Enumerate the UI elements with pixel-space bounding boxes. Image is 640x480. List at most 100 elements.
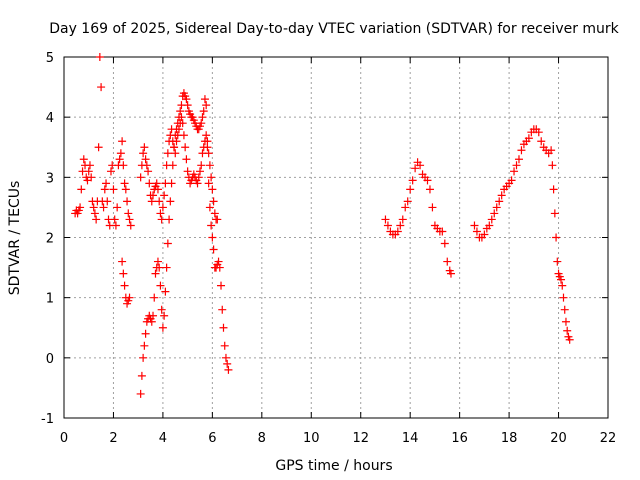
data-point [100, 185, 109, 194]
data-point [141, 329, 150, 338]
data-point [89, 203, 98, 212]
data-point [425, 185, 434, 194]
data-point [196, 167, 204, 176]
x-tick-label: 20 [550, 431, 567, 446]
data-point [181, 143, 190, 152]
data-point [162, 161, 171, 170]
data-point [139, 149, 148, 158]
y-tick-label: 0 [46, 352, 54, 367]
data-point [142, 161, 151, 170]
data-point [163, 149, 172, 158]
data-point [153, 185, 162, 194]
data-point [102, 179, 111, 188]
data-point [147, 317, 156, 326]
data-point [403, 197, 412, 206]
data-point [393, 227, 402, 236]
data-point [120, 179, 129, 188]
data-point [85, 161, 94, 170]
data-point [510, 167, 519, 176]
data-point [438, 227, 447, 236]
data-point [149, 191, 158, 200]
data-point [166, 131, 175, 140]
data-point [166, 197, 175, 206]
data-point [87, 173, 96, 182]
data-point [140, 341, 149, 350]
data-point [205, 161, 214, 170]
data-point [124, 209, 133, 218]
data-point [163, 239, 172, 248]
data-point [147, 197, 156, 206]
data-point [218, 305, 227, 314]
y-tick-label: 3 [46, 171, 54, 186]
data-point [109, 185, 118, 194]
data-point [137, 371, 146, 380]
data-point [165, 215, 174, 224]
data-point [197, 119, 206, 128]
data-point [214, 257, 223, 266]
data-point [110, 215, 119, 224]
data-point [145, 179, 154, 188]
grid-lines [64, 57, 608, 418]
data-point [446, 269, 455, 278]
data-point [120, 281, 129, 290]
data-point [158, 323, 167, 332]
data-point [170, 143, 179, 152]
data-point [202, 131, 211, 140]
data-point [125, 215, 134, 224]
data-point [152, 179, 161, 188]
data-point [534, 128, 543, 137]
data-point [153, 257, 162, 266]
data-point [416, 161, 425, 170]
data-point [171, 149, 180, 158]
axis-ticks [63, 56, 609, 419]
data-point [103, 197, 112, 206]
data-point [537, 137, 546, 146]
data-point [209, 245, 218, 254]
data-point [150, 293, 159, 302]
data-point [199, 107, 208, 116]
data-point [119, 161, 128, 170]
data-point [224, 365, 233, 374]
data-point [95, 53, 104, 61]
data-point [118, 257, 127, 266]
data-point [79, 155, 88, 164]
y-tick-label: -1 [41, 412, 54, 427]
data-point [126, 221, 135, 230]
data-point [140, 143, 149, 152]
data-point [517, 146, 526, 155]
data-point [220, 341, 229, 350]
data-point [97, 83, 106, 92]
data-point [215, 263, 224, 272]
data-point [179, 131, 188, 140]
data-point [550, 209, 559, 218]
y-axis-label: SDTVAR / TECUs [7, 181, 23, 296]
data-point [194, 173, 203, 182]
data-point [495, 197, 504, 206]
data-point [204, 179, 213, 188]
data-point [524, 134, 533, 143]
data-point [139, 353, 148, 362]
data-point [162, 263, 171, 272]
data-point [440, 239, 449, 248]
data-point [381, 215, 390, 224]
data-point [176, 107, 185, 116]
data-point [497, 191, 506, 200]
data-point [552, 233, 561, 242]
data-point [119, 269, 128, 278]
data-point [76, 203, 85, 212]
data-point [113, 203, 122, 212]
data-point [174, 125, 183, 134]
data-point [157, 305, 166, 314]
data-point [207, 221, 216, 230]
data-point [202, 101, 211, 110]
data-point [547, 146, 556, 155]
data-point [160, 311, 169, 320]
data-point [209, 197, 218, 206]
data-point [490, 209, 499, 218]
data-point [125, 293, 134, 302]
data-point [487, 215, 496, 224]
data-point [123, 197, 132, 206]
x-tick-label: 12 [352, 431, 369, 446]
data-point [193, 179, 202, 188]
